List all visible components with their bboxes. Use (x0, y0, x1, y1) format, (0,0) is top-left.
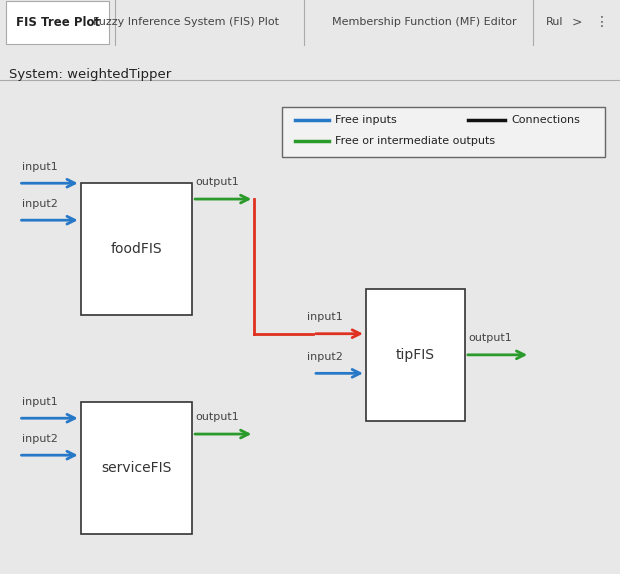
Text: Rul: Rul (546, 17, 564, 27)
Text: Connections: Connections (512, 115, 580, 125)
Text: System: weightedTipper: System: weightedTipper (9, 68, 172, 81)
Text: tipFIS: tipFIS (396, 348, 435, 362)
Text: input1: input1 (307, 312, 343, 322)
Text: serviceFIS: serviceFIS (101, 461, 172, 475)
Text: Fuzzy Inference System (FIS) Plot: Fuzzy Inference System (FIS) Plot (93, 17, 279, 27)
Text: input1: input1 (22, 162, 58, 172)
Text: >: > (572, 15, 582, 29)
Bar (6, 1, 108, 44)
Text: input1: input1 (22, 397, 58, 406)
Text: FIS Tree Plot: FIS Tree Plot (16, 15, 100, 29)
Text: Membership Function (MF) Editor: Membership Function (MF) Editor (332, 17, 517, 27)
Text: output1: output1 (195, 413, 239, 422)
Text: output1: output1 (195, 177, 239, 188)
Text: input2: input2 (307, 352, 343, 362)
Bar (81, 402, 192, 534)
Text: input2: input2 (22, 433, 58, 444)
Bar (282, 107, 604, 157)
Text: ⋮: ⋮ (595, 15, 608, 29)
Text: output1: output1 (468, 333, 512, 343)
Text: Free inputs: Free inputs (335, 115, 397, 125)
Text: foodFIS: foodFIS (110, 242, 162, 256)
Bar (366, 289, 465, 421)
Text: input2: input2 (22, 199, 58, 208)
Bar (81, 183, 192, 315)
Text: Free or intermediate outputs: Free or intermediate outputs (335, 136, 495, 146)
